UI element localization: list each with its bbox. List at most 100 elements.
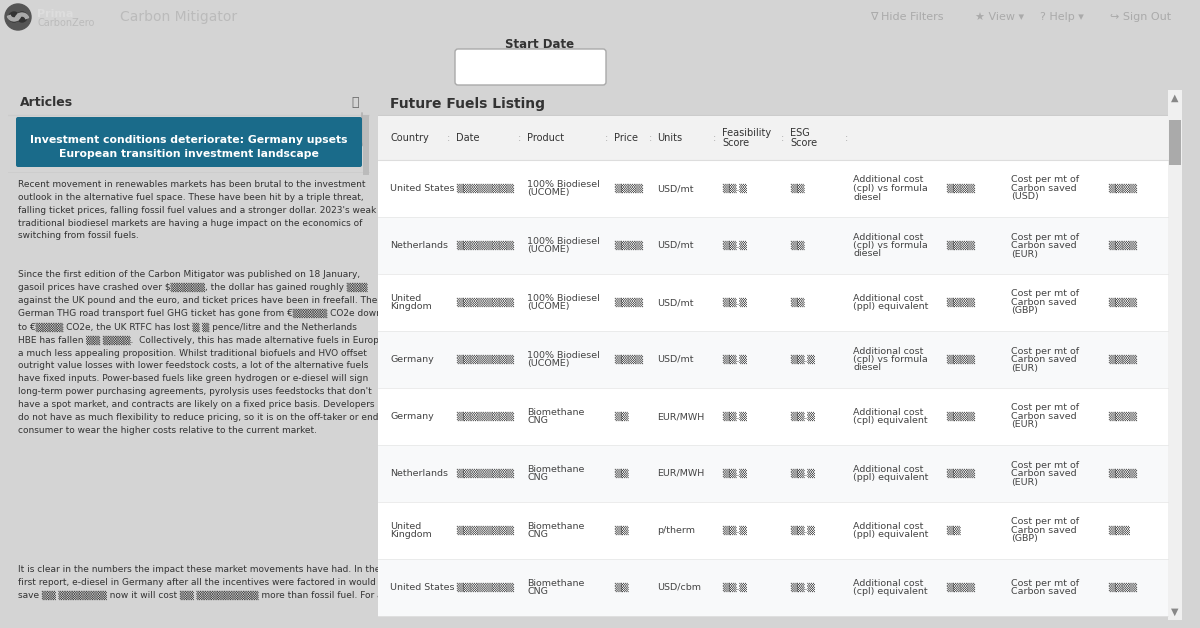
Text: :: : [648, 133, 652, 143]
Text: ▒▒▒▒: ▒▒▒▒ [1108, 412, 1136, 421]
Text: ▒▒▒▒: ▒▒▒▒ [1108, 469, 1136, 478]
Text: ▒▒▒▒▒▒▒▒: ▒▒▒▒▒▒▒▒ [456, 184, 514, 193]
Text: Carbon Mitigator: Carbon Mitigator [120, 10, 238, 24]
Text: United: United [390, 294, 421, 303]
Text: Recent movement in renewables markets has been brutal to the investment
outlook : Recent movement in renewables markets ha… [18, 180, 377, 241]
Circle shape [10, 12, 19, 22]
Text: Kingdom: Kingdom [390, 530, 432, 539]
Text: :: : [448, 133, 450, 143]
Text: :: : [605, 133, 608, 143]
Text: USD/mt: USD/mt [658, 241, 694, 250]
Text: (UCOME): (UCOME) [527, 188, 570, 197]
Text: 100% Biodiesel: 100% Biodiesel [527, 294, 600, 303]
Text: diesel: diesel [853, 193, 882, 202]
Text: (EUR): (EUR) [1012, 364, 1038, 372]
Text: ▒▒▒▒▒▒▒▒: ▒▒▒▒▒▒▒▒ [456, 583, 514, 592]
Text: CNG: CNG [527, 587, 548, 596]
Text: Additional cost: Additional cost [853, 175, 924, 185]
Text: 100% Biodiesel: 100% Biodiesel [527, 237, 600, 246]
Bar [1168, 90, 1182, 620]
Text: CarbonZero: CarbonZero [37, 18, 95, 28]
Bar [378, 559, 1168, 616]
Wedge shape [14, 13, 29, 20]
Text: Additional cost: Additional cost [853, 408, 924, 417]
Text: Additional cost: Additional cost [853, 294, 924, 303]
Text: Score: Score [791, 138, 817, 148]
Text: ▒▒▒▒: ▒▒▒▒ [614, 241, 643, 250]
Text: ▒▒▒▒: ▒▒▒▒ [946, 355, 974, 364]
Text: ▒▒▒▒: ▒▒▒▒ [614, 355, 643, 364]
Text: 🔍: 🔍 [352, 97, 359, 109]
Text: ▒▒.▒: ▒▒.▒ [791, 469, 815, 478]
Text: ▒▒.▒: ▒▒.▒ [791, 412, 815, 421]
Text: ▒▒▒▒: ▒▒▒▒ [614, 298, 643, 307]
Text: 100% Biodiesel: 100% Biodiesel [527, 351, 600, 360]
Circle shape [17, 12, 28, 22]
Text: ▒▒.▒: ▒▒.▒ [791, 583, 815, 592]
Text: Feasibility: Feasibility [722, 128, 772, 138]
Text: ▒▒▒▒: ▒▒▒▒ [946, 184, 974, 193]
Text: EUR/MWH: EUR/MWH [658, 469, 704, 478]
Text: (ppl) equivalent: (ppl) equivalent [853, 474, 929, 482]
Text: ▲: ▲ [1171, 93, 1178, 103]
Text: ▒▒▒▒: ▒▒▒▒ [946, 412, 974, 421]
Text: ▒▒.▒: ▒▒.▒ [722, 526, 748, 535]
Text: Biomethane: Biomethane [527, 579, 584, 588]
Text: ▒▒▒▒▒▒▒▒: ▒▒▒▒▒▒▒▒ [456, 241, 514, 250]
Text: (EUR): (EUR) [1012, 249, 1038, 259]
Text: diesel: diesel [853, 249, 882, 259]
FancyBboxPatch shape [455, 49, 606, 85]
Circle shape [5, 4, 31, 30]
Text: ▒▒.▒: ▒▒.▒ [722, 241, 748, 250]
Text: ▒▒▒▒: ▒▒▒▒ [946, 469, 974, 478]
Text: p/therm: p/therm [658, 526, 696, 535]
Text: Additional cost: Additional cost [853, 232, 924, 242]
Text: ★ View ▾: ★ View ▾ [974, 12, 1024, 22]
Text: ▒▒.▒: ▒▒.▒ [722, 355, 748, 364]
Text: ▒▒: ▒▒ [614, 412, 629, 421]
Text: Carbon saved: Carbon saved [1012, 298, 1078, 307]
Text: Biomethane: Biomethane [527, 465, 584, 474]
Text: ▒▒▒▒▒▒▒▒: ▒▒▒▒▒▒▒▒ [456, 355, 514, 364]
Text: (cpl) equivalent: (cpl) equivalent [853, 416, 928, 425]
Text: Carbon saved: Carbon saved [1012, 526, 1078, 535]
Text: ∇ Hide Filters: ∇ Hide Filters [870, 12, 943, 22]
Text: ▒▒.▒: ▒▒.▒ [722, 583, 748, 592]
Text: ▒▒▒▒: ▒▒▒▒ [1108, 184, 1136, 193]
Text: ▒▒: ▒▒ [614, 583, 629, 592]
Text: Cost per mt of: Cost per mt of [1012, 175, 1080, 185]
Text: ▒▒▒▒▒▒▒▒: ▒▒▒▒▒▒▒▒ [456, 412, 514, 421]
Text: Start Date: Start Date [505, 38, 575, 50]
Text: USD/mt: USD/mt [658, 184, 694, 193]
Text: European transition investment landscape: European transition investment landscape [59, 149, 319, 159]
Text: ▼: ▼ [1171, 607, 1178, 617]
Text: Carbon saved: Carbon saved [1012, 355, 1078, 364]
Text: United States: United States [390, 583, 455, 592]
Text: ▒▒▒▒▒▒▒▒: ▒▒▒▒▒▒▒▒ [456, 298, 514, 307]
Text: (cpl) equivalent: (cpl) equivalent [853, 587, 928, 596]
Text: ▒▒▒▒: ▒▒▒▒ [614, 184, 643, 193]
Text: USD/mt: USD/mt [658, 298, 694, 307]
Text: ▒▒▒▒: ▒▒▒▒ [1108, 583, 1136, 592]
Text: (ppl) equivalent: (ppl) equivalent [853, 302, 929, 311]
Text: Product: Product [527, 133, 564, 143]
Text: It is clear in the numbers the impact these market movements have had. In the
fi: It is clear in the numbers the impact th… [18, 565, 383, 600]
Text: ▒▒.▒: ▒▒.▒ [791, 526, 815, 535]
Text: ▒▒▒▒: ▒▒▒▒ [946, 583, 974, 592]
Text: Score: Score [722, 138, 750, 148]
Text: ▒▒: ▒▒ [614, 469, 629, 478]
Text: ▒▒: ▒▒ [614, 526, 629, 535]
Text: ▒▒.▒: ▒▒.▒ [722, 469, 748, 478]
Text: Cost per mt of: Cost per mt of [1012, 579, 1080, 588]
Text: :: : [713, 133, 716, 143]
Text: ▒▒▒: ▒▒▒ [1108, 526, 1129, 535]
Text: Date: Date [456, 133, 480, 143]
Text: Carbon saved: Carbon saved [1012, 184, 1078, 193]
Bar [378, 502, 1168, 559]
Text: Cost per mt of: Cost per mt of [1012, 404, 1080, 413]
Text: :: : [781, 133, 785, 143]
Bar [378, 217, 1168, 274]
Bar [378, 160, 1168, 217]
Text: (cpl) vs formula: (cpl) vs formula [853, 184, 928, 193]
Text: Articles: Articles [20, 97, 73, 109]
